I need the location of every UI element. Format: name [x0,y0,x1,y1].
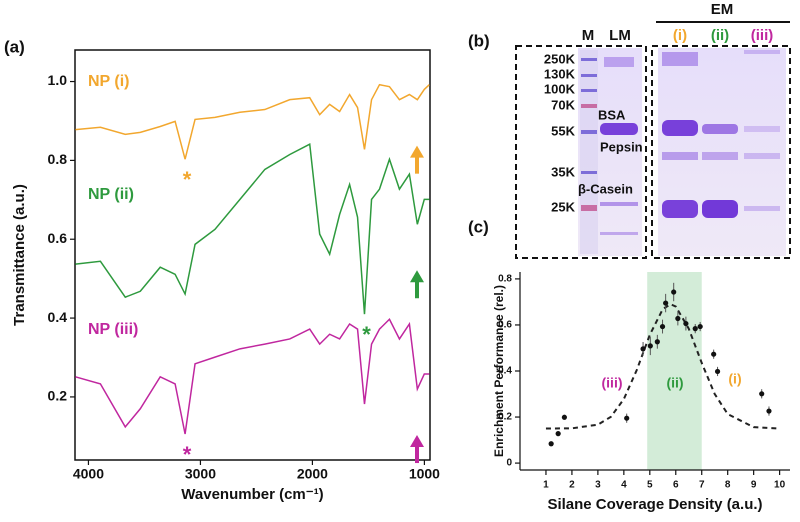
x-tick-label: 4 [621,480,627,491]
data-point [711,351,717,357]
data-point [548,441,554,447]
lane-label: (iii) [751,27,774,44]
data-point [697,323,703,330]
x-tick-label: 5 [647,480,653,491]
x-tick-label: 4000 [73,466,104,482]
marker-lane [580,50,598,254]
y-axis-title: Transmittance (a.u.) [11,184,28,326]
arrow-head [410,145,424,158]
y-tick-label: 1.0 [48,72,68,88]
data-point [555,431,561,437]
data-point [561,414,567,420]
marker-label: 35K [551,164,575,179]
y-tick-label: 0.2 [48,388,68,404]
marker-label: 25K [551,199,575,214]
peak-marker: * [362,322,371,347]
x-tick-label: 10 [774,480,786,491]
gel [515,21,791,259]
data-point [640,346,646,352]
data-point [654,339,660,345]
x-tick-label: 2000 [297,466,328,482]
data-point [692,326,698,332]
panel-label: (c) [468,217,489,236]
protein-label: β-Casein [578,181,633,196]
plot-frame [74,49,431,461]
panel-label: (a) [4,37,25,56]
x-tick-label: 6 [673,480,679,491]
y-tick-label: 0.4 [498,366,512,377]
lane-label: (ii) [711,27,729,44]
x-tick-label: 3 [595,480,601,491]
arrow-head [410,435,424,448]
y-tick-label: 0.2 [498,412,512,423]
data-point [675,315,681,322]
fit-curve [545,303,780,430]
marker-label: 70K [551,97,575,112]
region-label: (ii) [666,375,683,391]
peak-marker: * [183,442,192,467]
marker-bands [581,58,597,211]
x-axis-title: Silane Coverage Density (a.u.) [547,496,762,513]
marker-label: 250K [544,51,576,66]
lane-label: M [582,27,595,44]
sample-bands [600,50,780,235]
group-label: EM [711,1,734,18]
series-label: NP (ii) [88,186,134,203]
y-tick-label: 0.8 [48,151,68,167]
y-tick-label: 0.8 [498,274,512,285]
spectrum-line [75,143,430,315]
data-point [663,300,669,306]
data-point [671,289,677,295]
gel-frame [515,45,647,259]
x-tick-label: 8 [725,480,731,491]
lane-label: (i) [673,27,687,44]
x-tick-label: 9 [751,480,757,491]
protein-label: BSA [598,107,626,122]
lane-label: LM [609,27,631,44]
x-tick-label: 1 [543,480,549,491]
marker-label: 100K [544,81,576,96]
data-point [714,368,721,375]
x-tick-label: 2 [569,480,575,491]
data-point [647,343,653,349]
y-tick-label: 0.6 [48,230,68,246]
y-axis-title: Enrichment Performance (rel.) [492,285,506,457]
x-tick-label: 3000 [185,466,216,482]
spectrum-line [75,83,430,160]
panel-label: (b) [468,31,490,50]
data-point [624,415,630,421]
data-point [683,320,689,327]
marker-label: 55K [551,123,575,138]
data-point [659,323,666,330]
gel-lanes [658,48,786,256]
protein-label: Pepsin [600,139,643,154]
gel-frame [651,45,791,259]
series-label: NP (iii) [88,321,138,338]
marker-label: 130K [544,66,576,81]
x-axis-title: Wavenumber (cm⁻¹) [181,486,323,503]
y-tick-label: 0.4 [48,309,68,325]
highlight-region [647,272,702,470]
arrow-head [410,270,424,283]
x-tick-label: 7 [699,480,705,491]
spectrum-line [75,318,430,435]
y-tick-label: 0.6 [498,320,512,331]
data-point [759,391,765,397]
region-label: (i) [728,371,741,387]
data-point [766,408,772,414]
series-label: NP (i) [88,73,129,90]
y-tick-label: 0 [506,458,512,469]
region-label: (iii) [602,375,623,391]
peak-marker: * [183,167,192,192]
x-tick-label: 1000 [409,466,440,482]
